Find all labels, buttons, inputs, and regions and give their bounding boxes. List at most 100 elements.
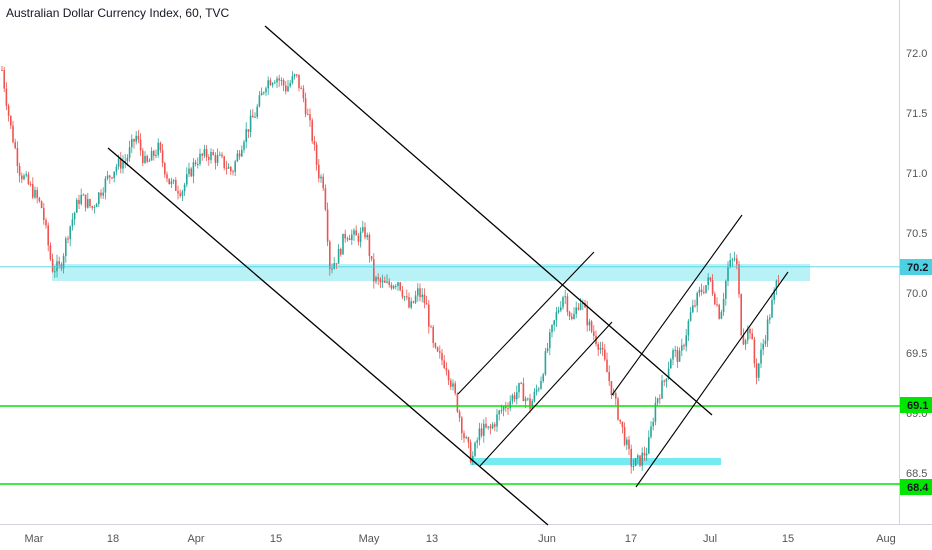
candle-body [502,406,505,411]
candle-body [489,426,492,429]
candle-body [368,234,371,257]
candle-body [120,158,122,169]
candle-body [637,455,639,459]
candle [397,281,399,291]
candle-body [564,296,566,298]
candle-body [698,289,701,293]
candle [340,247,342,257]
candle-body [562,297,564,308]
candle [133,138,135,149]
candle [320,174,322,183]
candle [271,82,274,88]
candle-body [379,279,382,283]
x-tick: 15 [782,533,794,545]
candle-body [740,294,742,335]
candle [452,379,454,391]
candle-body [485,423,487,428]
candle-body [29,183,32,185]
candle [742,328,745,346]
trendline-lower-descending[interactable] [107,147,549,526]
candle-body [181,191,184,196]
candle [753,336,756,368]
candle-body [487,426,489,428]
candle-body [626,439,628,445]
trendline-channel2-upper[interactable] [611,214,743,396]
candle-body [364,227,366,238]
candle [142,147,144,167]
candle [212,149,214,156]
candle-body [309,114,311,121]
candle-body [617,398,619,420]
trendline-channel1-lower[interactable] [479,321,613,467]
price-label-box [900,397,932,413]
candle-body [307,114,309,116]
candle-body [742,334,745,345]
candle-body [362,227,364,232]
candle [230,165,232,175]
candle-body [630,448,632,467]
candle [208,154,210,166]
trendlines [107,25,789,526]
candle-body [67,238,69,240]
candle [478,422,481,446]
candle [425,296,428,305]
candle-body [322,176,324,189]
candle [265,86,267,96]
candle-body [82,194,85,196]
candle-body [421,294,423,298]
candle [14,138,16,150]
trendline-upper-descending[interactable] [264,25,713,416]
candle-body [357,235,360,242]
candle [293,73,296,80]
candle-body [509,401,511,409]
candle-body [230,166,232,172]
candle [137,130,140,144]
resistance-zone[interactable] [52,264,810,281]
candle [179,189,181,198]
x-tick: 13 [426,533,438,545]
candle-body [186,174,188,185]
candle-body [102,192,104,196]
candle-body [76,199,78,213]
candle [254,112,256,118]
candle-body [7,105,10,116]
candle [509,395,511,412]
candle [428,300,430,334]
candle-body [265,88,267,93]
candle-body [326,209,329,242]
candle-body [27,174,30,184]
candle-body [463,433,465,439]
candle-body [254,116,256,118]
candle [221,152,223,159]
candle-body [236,153,239,162]
candle [205,145,208,162]
candle [604,343,606,362]
candle [575,301,577,319]
candle-body [736,258,738,265]
candle-body [223,156,225,168]
candle-body [771,300,773,318]
candle [489,423,492,435]
candle [573,307,575,320]
candle [606,352,608,373]
support-zone[interactable] [470,458,721,465]
candle-body [619,419,621,422]
candle-body [247,129,250,132]
candle [139,133,142,156]
candle [496,408,498,432]
candle-body [291,76,294,84]
candle [764,335,767,347]
candle-body [419,288,421,298]
y-tick: 71.0 [906,168,927,180]
candle [755,358,758,385]
candle-body [205,149,208,158]
x-tick: 18 [107,533,119,545]
candle-body [557,310,560,313]
candle [626,436,628,450]
candle-body [225,167,228,169]
candle [665,378,668,388]
candle [153,149,155,161]
trendline-channel2-lower[interactable] [635,271,789,488]
trendline-channel1-upper[interactable] [457,251,595,395]
